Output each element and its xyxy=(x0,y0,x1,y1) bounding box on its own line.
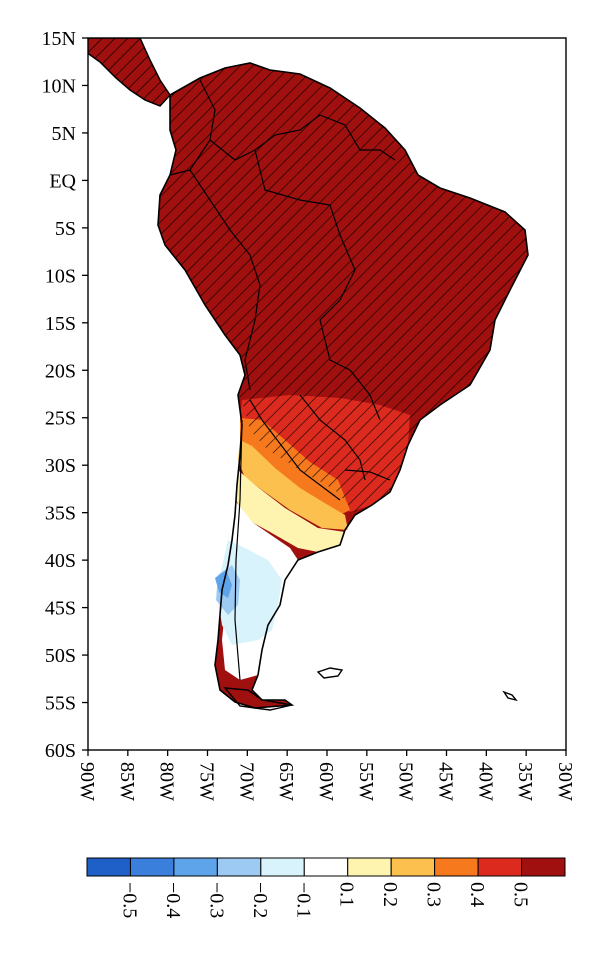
lon-tick-label: 80W xyxy=(156,762,178,801)
colorbar-label: −0.3 xyxy=(205,882,227,918)
lon-tick-label: 85W xyxy=(116,762,138,801)
colorbar-label: 0.4 xyxy=(466,882,488,907)
lat-tick-label: 10S xyxy=(45,265,76,287)
lat-tick-label: 15N xyxy=(42,28,76,50)
lon-tick-label: 70W xyxy=(235,762,257,801)
lat-tick-label: 50S xyxy=(45,645,76,667)
colorbar-swatch xyxy=(477,857,523,877)
colorbar-swatch xyxy=(129,857,175,877)
coastline-outline xyxy=(157,62,529,709)
latitude-axis: 15N 10N 5N EQ 5S 10S 15S 20S 25S 30S 35S 40S 45S 50S 5… xyxy=(42,28,88,762)
colorbar-swatch xyxy=(434,857,479,877)
colorbar-swatch xyxy=(216,857,262,877)
lon-tick-label: 60W xyxy=(315,762,337,801)
colorbar-swatch xyxy=(173,857,218,877)
south-georgia-island xyxy=(502,690,518,702)
colorbar-label: −0.2 xyxy=(249,882,271,918)
colorbar-swatch xyxy=(303,857,349,877)
anomaly-zone-0.2-0.3 xyxy=(238,440,348,530)
central-america-hatching xyxy=(88,38,170,106)
lon-tick-label: 30W xyxy=(554,762,576,801)
falkland-islands xyxy=(316,667,344,679)
colorbar-swatch xyxy=(347,857,392,877)
lon-tick-label: 45W xyxy=(435,762,457,801)
anomaly-zone-minus-0.1 xyxy=(218,540,282,645)
colorbar-swatch xyxy=(521,857,566,877)
colorbar-label: −0.4 xyxy=(162,882,184,918)
country-borders xyxy=(169,79,396,681)
lat-tick-label: 5S xyxy=(55,218,76,240)
lat-tick-label: 55S xyxy=(45,693,76,715)
lon-tick-label: 50W xyxy=(395,762,417,801)
lon-tick-label: 65W xyxy=(275,762,297,801)
lat-tick-label: 60S xyxy=(45,740,76,762)
colorbar-swatch xyxy=(390,857,436,877)
colorbar-label: 0.3 xyxy=(423,882,445,907)
lat-tick-label: 30S xyxy=(45,455,76,477)
colorbar-label: 0.1 xyxy=(336,882,358,907)
lon-tick-label: 40W xyxy=(474,762,496,801)
colorbar-label: −0.1 xyxy=(292,882,314,918)
colorbar-swatch xyxy=(86,857,131,877)
lon-tick-label: 75W xyxy=(196,762,218,801)
colorbar: −0.5 −0.4 −0.3 −0.2 −0.1 0.1 0.2 0.3 0.4 0.5 xyxy=(86,857,566,918)
lat-tick-label: EQ xyxy=(49,170,76,192)
lon-tick-label: 55W xyxy=(355,762,377,801)
tierra-del-fuego xyxy=(223,687,293,711)
lat-tick-label: 40S xyxy=(45,550,76,572)
lat-tick-label: 25S xyxy=(45,408,76,430)
colorbar-label: 0.2 xyxy=(379,882,401,907)
lat-tick-label: 45S xyxy=(45,598,76,620)
lat-tick-label: 5N xyxy=(52,123,76,145)
lat-tick-label: 35S xyxy=(45,503,76,525)
lat-tick-label: 15S xyxy=(45,313,76,335)
colorbar-swatch xyxy=(260,857,305,877)
lon-tick-label: 90W xyxy=(76,762,98,801)
lat-tick-label: 20S xyxy=(45,360,76,382)
anomaly-zone-0.1-0.2 xyxy=(236,470,345,552)
colorbar-label: −0.5 xyxy=(118,882,140,918)
lat-tick-label: 10N xyxy=(42,75,76,97)
lon-tick-label: 35W xyxy=(514,762,536,801)
colorbar-label: 0.5 xyxy=(510,882,532,907)
map-content xyxy=(88,38,529,711)
longitude-axis: 90W 85W 80W 75W 70W 65W 60W 55W 50W 45W 40W 35W 30W xyxy=(76,750,576,801)
